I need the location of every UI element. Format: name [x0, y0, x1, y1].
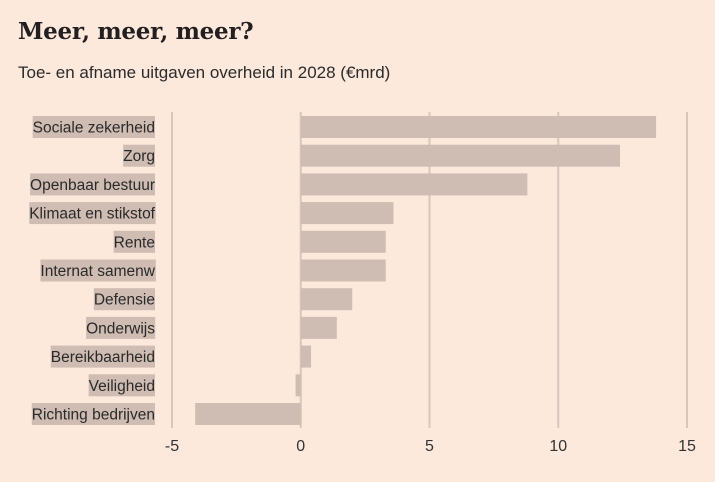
x-tick-label: -5: [165, 438, 179, 455]
bar: [300, 116, 657, 138]
category-label-highlight: [86, 316, 156, 339]
bar: [295, 374, 301, 397]
category-label-highlight: [88, 374, 155, 397]
bar: [300, 259, 386, 282]
category-label-highlight: [93, 288, 155, 311]
category-label-highlight: [31, 403, 155, 425]
x-tick-label: 5: [425, 438, 434, 455]
bar: [300, 345, 312, 368]
category-label-highlight: [113, 230, 155, 253]
bar: [300, 230, 386, 253]
category-label: Internat samenw: [40, 263, 155, 280]
bar: [300, 144, 621, 167]
category-label-highlight: [40, 259, 156, 282]
category-label: Onderwijs: [86, 320, 155, 337]
bar: [300, 202, 394, 225]
category-label: Rente: [114, 234, 155, 251]
category-label: Sociale zekerheid: [33, 120, 155, 137]
category-label: Richting bedrijven: [32, 407, 155, 424]
bar: [195, 403, 301, 425]
category-label: Veiligheid: [89, 378, 155, 395]
category-label-highlight: [32, 116, 155, 138]
category-label-highlight: [30, 173, 155, 196]
x-tick-label: 10: [549, 438, 567, 455]
bar: [300, 288, 353, 311]
category-label-highlight: [29, 202, 156, 225]
category-label: Klimaat en stikstof: [29, 206, 155, 223]
chart-title: Meer, meer, meer?: [18, 18, 254, 45]
bar: [300, 173, 528, 196]
x-tick-label: 0: [296, 438, 305, 455]
category-label-highlight: [123, 144, 155, 167]
category-label: Bereikbaarheid: [51, 349, 155, 366]
category-labels: Sociale zekerheid Zorg Openbaar bestuur Kli…: [29, 116, 156, 425]
category-label: Zorg: [123, 148, 155, 165]
category-label-highlight: [50, 345, 155, 368]
bars: [195, 116, 657, 425]
bar: [300, 316, 337, 339]
chart-subtitle: Toe- en afname uitgaven overheid in 2028…: [18, 63, 391, 82]
category-label: Openbaar bestuur: [30, 177, 155, 194]
x-axis-ticks: -5 0 5 10 15: [165, 438, 696, 455]
x-tick-label: 15: [678, 438, 696, 455]
category-label: Defensie: [94, 292, 155, 309]
